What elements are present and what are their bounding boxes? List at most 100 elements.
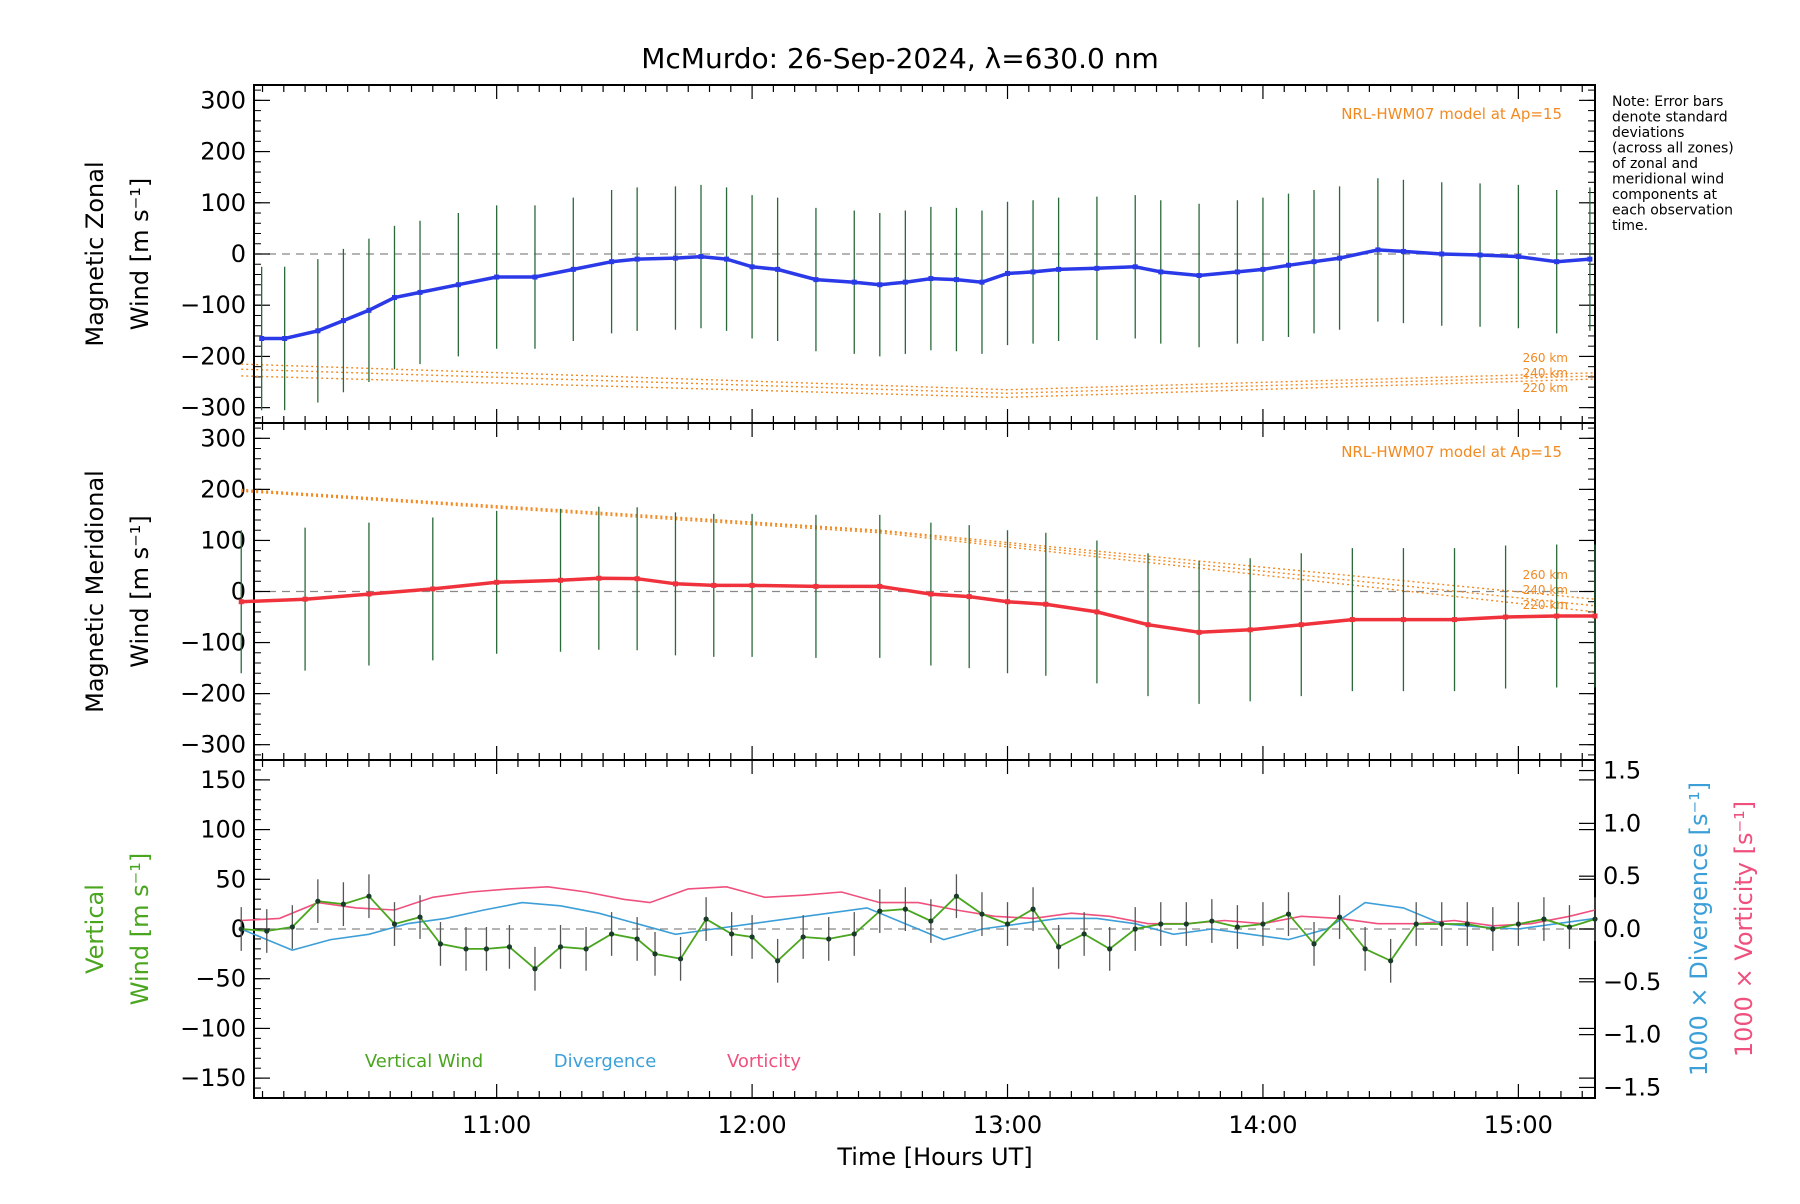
vertical-wind-point (800, 934, 806, 940)
vertical-wind-point (483, 946, 490, 952)
vertical-wind-point (877, 908, 883, 914)
y-tick-label: −300 (180, 731, 246, 759)
y2-tick-label: −1.0 (1603, 1021, 1661, 1049)
vertical-wind-point (463, 946, 469, 952)
y-axis-label-line2: Wind [m s⁻¹] (126, 515, 154, 667)
y-tick-label: −300 (180, 394, 246, 422)
note-line: Note: Error bars (1612, 94, 1723, 110)
vertical-wind-point (391, 921, 398, 927)
vertical-wind-point (1439, 921, 1445, 927)
vertical-wind-point (289, 924, 295, 930)
note-line: time. (1612, 218, 1648, 234)
legend-entry: Vertical Wind (365, 1051, 483, 1072)
y-axis-label-line1: Vertical (81, 884, 109, 974)
y-tick-label: 150 (200, 766, 246, 794)
vertical-wind-point (583, 946, 589, 952)
y-tick-label: 100 (200, 189, 246, 217)
altitude-label: 220 km (1523, 381, 1568, 395)
y-tick-label: 300 (200, 86, 246, 114)
y2-tick-label: 1.0 (1603, 809, 1641, 837)
vertical-wind-point (1158, 921, 1164, 927)
vertical-wind-point (953, 893, 960, 899)
model-line-260km (241, 488, 1596, 600)
altitude-label: 260 km (1523, 351, 1568, 365)
vertical-wind-point (315, 898, 321, 904)
vertical-wind-point (1592, 916, 1598, 922)
vertical-wind-point (264, 928, 270, 934)
vorticity-line (241, 885, 1596, 927)
model-line-220km (241, 375, 1596, 399)
vertical-wind-point (1336, 914, 1343, 920)
note-line: meridional wind (1612, 172, 1724, 188)
panel-meridional: 300 200 100 0 −100 −200 −300 Magnetic Meridiona… (81, 422, 1598, 761)
zonal-wind-line (261, 248, 1591, 341)
y-tick-label: −100 (180, 629, 246, 657)
vertical-wind-point (634, 936, 640, 942)
note-line: of zonal and (1612, 156, 1698, 172)
vertical-wind-point (652, 951, 658, 957)
vertical-wind-point (1464, 921, 1470, 927)
vertical-wind-point (506, 944, 513, 950)
y-axis-label-line2: Wind [m s⁻¹] (126, 178, 154, 330)
y-tick-label: −50 (195, 965, 246, 993)
y-tick-label: 200 (200, 475, 246, 503)
vertical-wind-point (1515, 921, 1521, 927)
vertical-wind-point (1311, 941, 1317, 947)
y-tick-label: 200 (200, 138, 246, 166)
vertical-wind-point (749, 934, 755, 940)
note-line: (across all zones) (1612, 141, 1734, 157)
chart-title: McMurdo: 26-Sep-2024, λ=630.0 nm (641, 42, 1159, 75)
legend-entry: Vorticity (727, 1051, 801, 1072)
y-tick-label: 300 (200, 424, 246, 452)
vertical-wind-point (826, 936, 832, 942)
note-line: each observation (1612, 203, 1733, 219)
vertical-wind-point (1388, 958, 1394, 964)
vertical-wind-point (775, 958, 781, 964)
y-tick-label: −150 (180, 1064, 246, 1092)
vertical-wind-point (1081, 931, 1087, 937)
y-tick-label: 100 (200, 526, 246, 554)
vertical-wind-point (1362, 946, 1368, 952)
x-tick-label: 15:00 (1484, 1111, 1553, 1139)
vertical-wind-point (557, 944, 564, 950)
vertical-wind-point (417, 914, 423, 920)
vertical-wind-point (1030, 906, 1036, 912)
y-tick-label: 100 (200, 816, 246, 844)
altitude-label: 240 km (1523, 583, 1568, 597)
vertical-wind-point (979, 911, 985, 917)
y-tick-label: 0 (231, 915, 246, 943)
x-tick-label: 12:00 (717, 1111, 786, 1139)
y2-tick-label: −0.5 (1603, 968, 1661, 996)
vertical-wind-point (703, 916, 709, 922)
vertical-wind-point (238, 926, 244, 932)
y-tick-label: 50 (215, 865, 246, 893)
x-tick-label: 11:00 (462, 1111, 531, 1139)
x-axis-label: Time [Hours UT] (836, 1143, 1032, 1171)
y-tick-label: 0 (231, 578, 246, 606)
vertical-wind-point (1413, 921, 1419, 927)
y2-tick-label: −1.5 (1603, 1073, 1661, 1101)
vertical-wind-point (1004, 921, 1011, 927)
vertical-wind-point (1132, 926, 1138, 932)
vertical-wind-point (1183, 921, 1189, 927)
y-tick-label: −100 (180, 291, 246, 319)
vertical-wind-point (437, 941, 444, 947)
panel-zonal: 300 200 100 0 −100 −200 −300 Magnetic Zonal Wind… (81, 84, 1596, 424)
vertical-wind-point (851, 931, 857, 937)
altitude-label: 220 km (1523, 598, 1568, 612)
y-tick-label: −200 (180, 680, 246, 708)
panel-vertical: 150 100 50 0 −50 −100 −150 Vertical Wind [m s⁻¹]… (81, 757, 1758, 1102)
legend-entry: Divergence (554, 1051, 657, 1072)
y-axis-label-line1: Magnetic Meridional (81, 470, 109, 713)
vertical-wind-point (1056, 944, 1062, 950)
altitude-label: 240 km (1523, 366, 1568, 380)
vertical-wind-point (1260, 921, 1266, 927)
note-line: deviations (1612, 125, 1684, 141)
y2-tick-label: 1.5 (1603, 757, 1641, 785)
vertical-wind-point (1209, 918, 1215, 924)
vertical-wind-point (340, 901, 346, 907)
y-axis-label-line1: Magnetic Zonal (81, 161, 109, 346)
panels: 300 200 100 0 −100 −200 −300 Magnetic Zonal Wind… (81, 84, 1758, 1139)
